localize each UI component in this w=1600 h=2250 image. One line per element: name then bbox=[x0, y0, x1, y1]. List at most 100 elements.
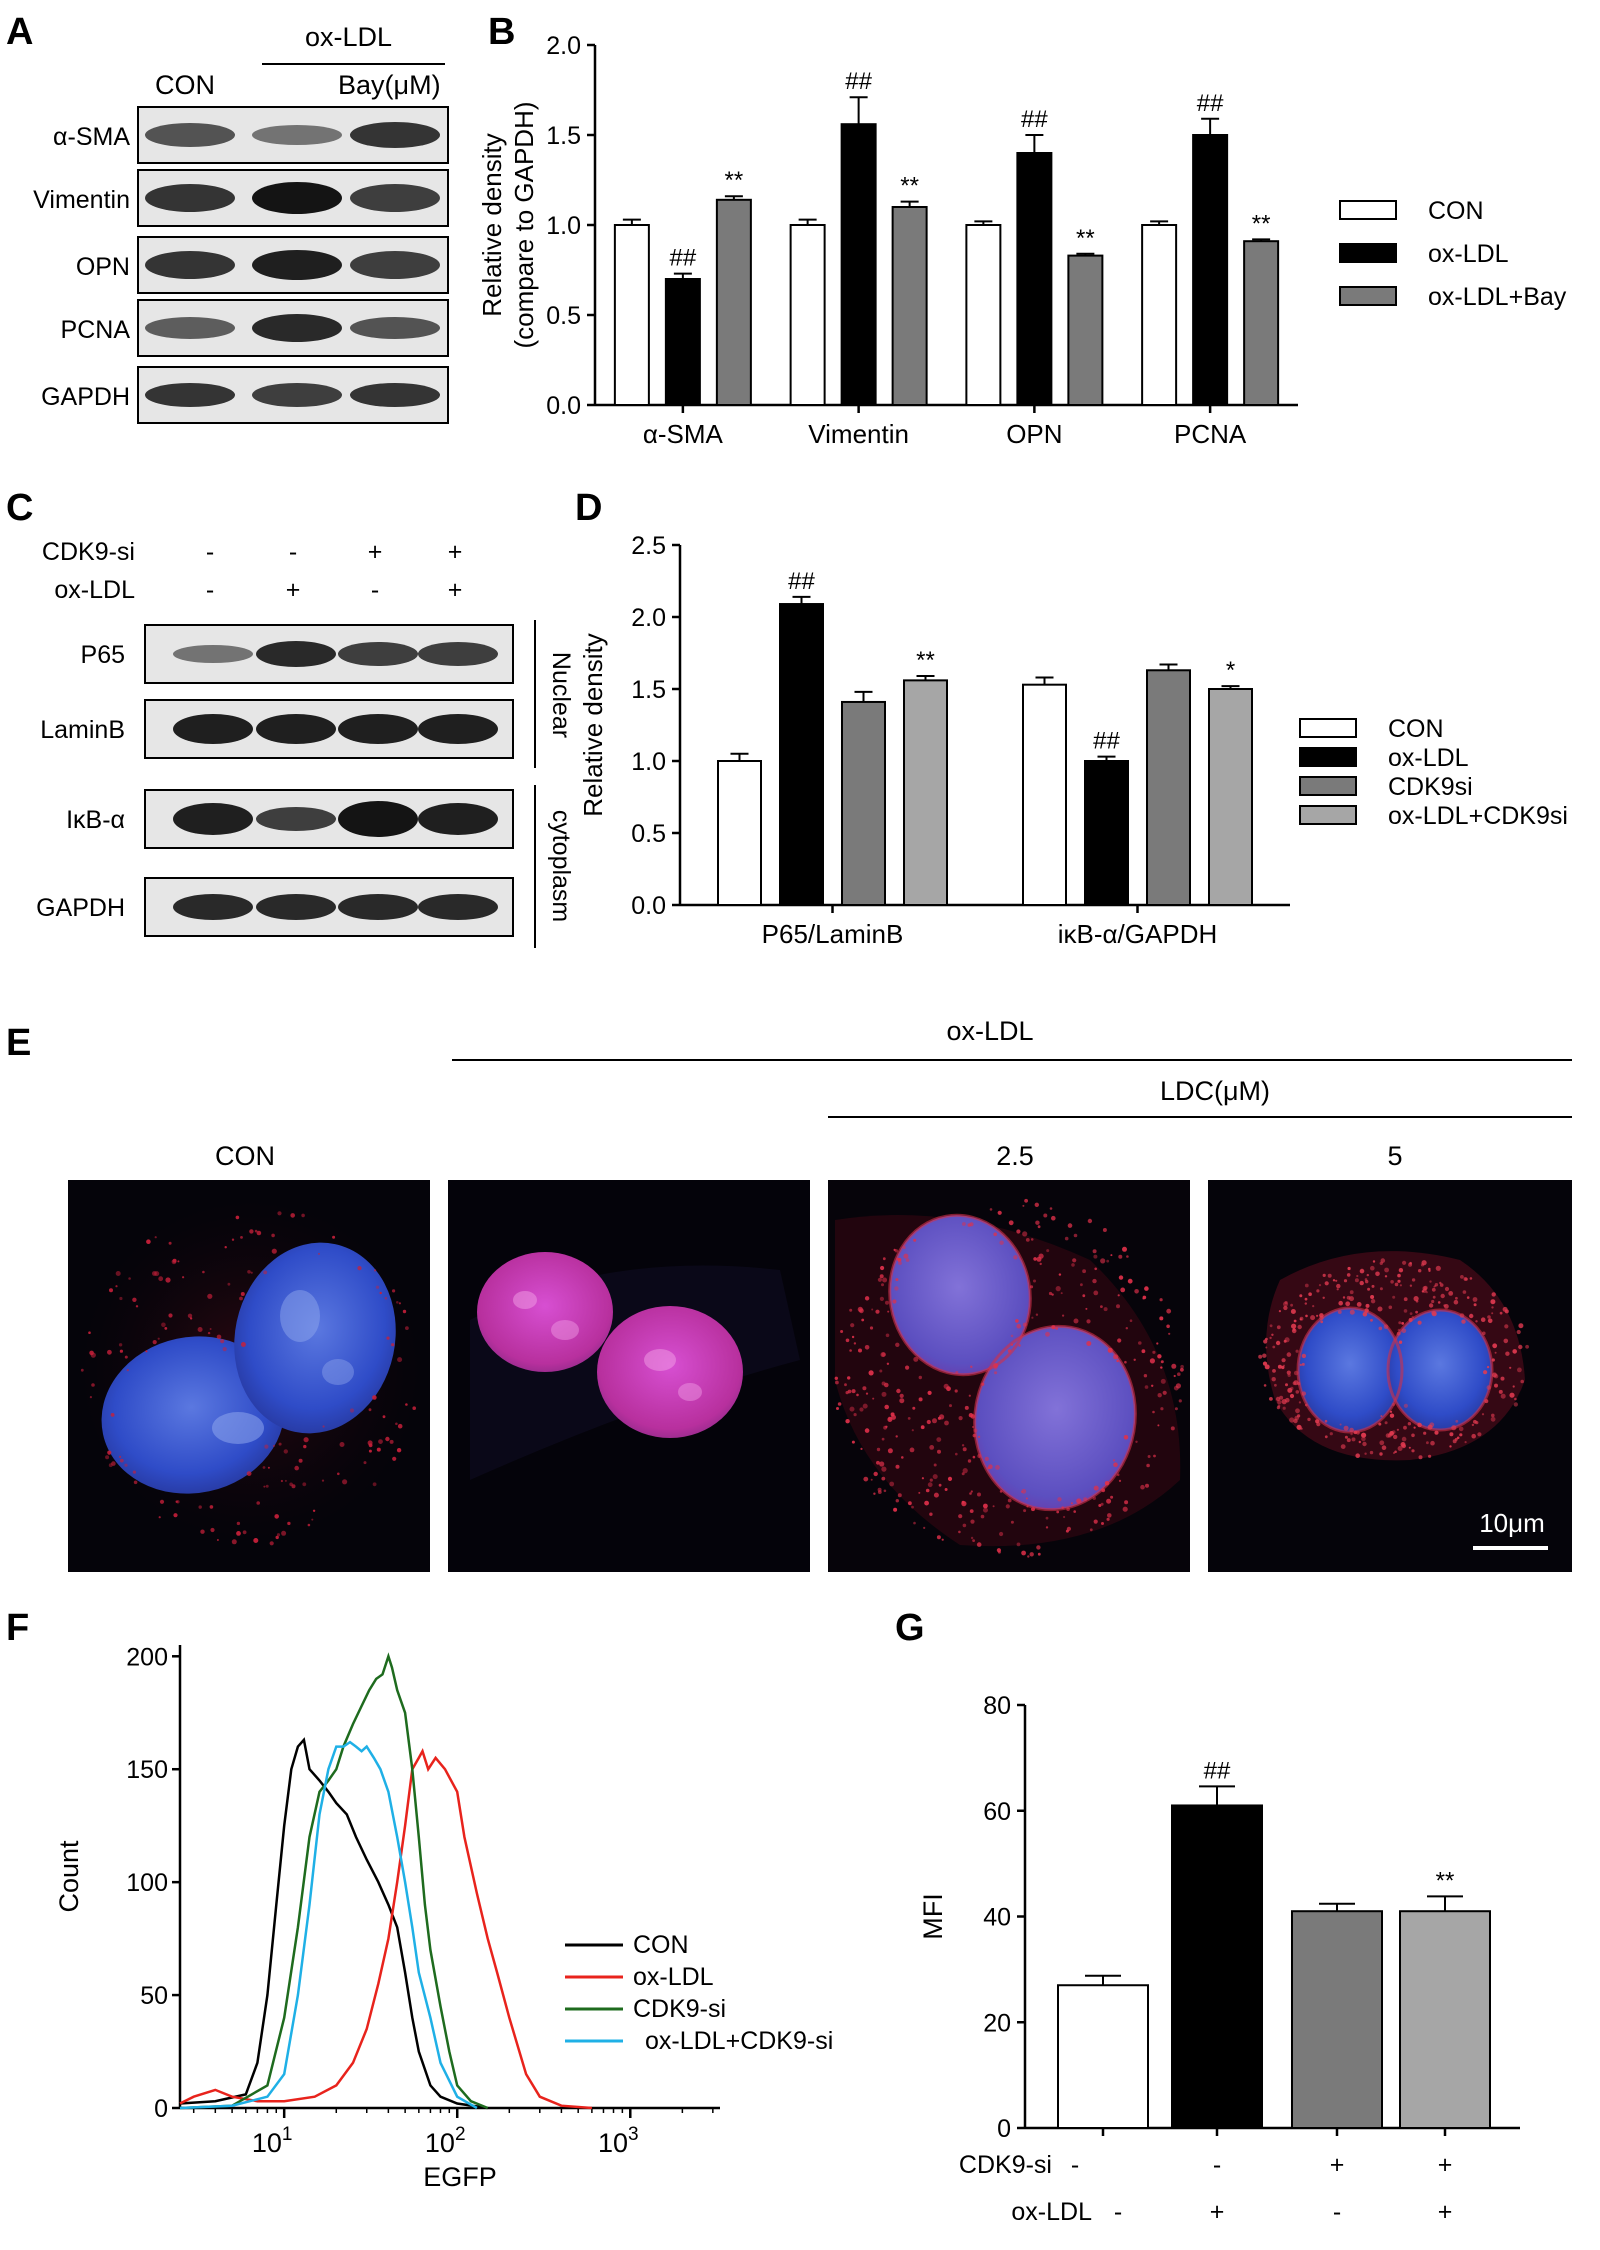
dots4-dot-163 bbox=[1518, 1344, 1523, 1350]
chart-d-ytick-label-5: 2.0 bbox=[631, 604, 666, 632]
dots4-dot-341 bbox=[1356, 1274, 1359, 1278]
dots3-dot-230 bbox=[881, 1437, 885, 1441]
dots4-dot-115 bbox=[1289, 1393, 1295, 1399]
dots3-dot-315 bbox=[969, 1492, 972, 1495]
micro-image-ldc-5: 10μm bbox=[1208, 1180, 1572, 1572]
dots4-dot-267 bbox=[1491, 1292, 1496, 1297]
dots4-dot-240 bbox=[1277, 1364, 1282, 1369]
dots3-dot-37 bbox=[1123, 1435, 1129, 1440]
dots1-dot-240 bbox=[115, 1285, 118, 1288]
dots4-dot-56 bbox=[1271, 1333, 1274, 1337]
chart-b-legend-swatch-2 bbox=[1339, 243, 1397, 263]
dots4-dot-122 bbox=[1487, 1315, 1491, 1319]
dots4-dot-358 bbox=[1379, 1440, 1385, 1446]
dots3-dot-65 bbox=[870, 1478, 873, 1481]
dots1-dot-180 bbox=[385, 1436, 390, 1442]
dots3-dot-282 bbox=[872, 1397, 875, 1400]
dots4-dot-152 bbox=[1418, 1455, 1423, 1460]
dots3-dot-356 bbox=[1037, 1552, 1041, 1556]
dots3-dot-456 bbox=[1048, 1291, 1053, 1296]
dots4-dot-110 bbox=[1337, 1310, 1342, 1314]
dots1-dot-73 bbox=[332, 1235, 336, 1239]
dots4-dot-349 bbox=[1349, 1290, 1354, 1295]
dots4-dot-22 bbox=[1322, 1273, 1326, 1277]
dots4-dot-90 bbox=[1384, 1421, 1388, 1425]
dots4-dot-408 bbox=[1343, 1279, 1348, 1283]
dots1-dot-69 bbox=[158, 1516, 161, 1519]
dots3-dot-411 bbox=[879, 1369, 883, 1373]
dots4-dot-223 bbox=[1295, 1349, 1299, 1353]
dots3-dot-295 bbox=[1113, 1462, 1118, 1467]
blot-c: CDK9-si - - + + ox-LDL - + - + P65 LaminB IκB-α GAPDH… bbox=[36, 538, 575, 948]
dots1-dot-255 bbox=[224, 1246, 227, 1249]
dots1-dot-22 bbox=[145, 1350, 148, 1353]
chart-b-xtick-label-4: PCNA bbox=[1174, 419, 1247, 449]
dots1-dot-118 bbox=[231, 1238, 235, 1241]
dots4-dot-332 bbox=[1320, 1320, 1324, 1324]
dots1-dot-252 bbox=[402, 1309, 407, 1314]
dots4-dot-316 bbox=[1300, 1427, 1303, 1430]
dots1-dot-32 bbox=[283, 1449, 288, 1454]
micro-image-con bbox=[68, 1180, 430, 1572]
dots1-dot-48 bbox=[119, 1296, 123, 1301]
dots3-dot-420 bbox=[836, 1407, 839, 1410]
chart-b-legend-swatch-3 bbox=[1339, 286, 1397, 306]
dots4-dot-119 bbox=[1296, 1424, 1302, 1430]
dots4-dot-320 bbox=[1452, 1439, 1457, 1444]
dots4-dot-244 bbox=[1358, 1440, 1362, 1444]
dots1-dot-244 bbox=[375, 1285, 380, 1289]
dots3-dot-160 bbox=[1062, 1314, 1065, 1317]
dots4-dot-125 bbox=[1513, 1402, 1519, 1407]
dots4-dot-355 bbox=[1361, 1432, 1367, 1438]
dots3-dot-68 bbox=[1138, 1341, 1142, 1345]
dots1-dot-72 bbox=[202, 1270, 205, 1274]
dots3-dot-472 bbox=[913, 1521, 916, 1525]
chart-b-ylabel-1: Relative density bbox=[477, 133, 507, 317]
dots3-dot-141 bbox=[886, 1362, 890, 1366]
dots4-dot-418 bbox=[1356, 1430, 1360, 1435]
dots3-dot-127 bbox=[993, 1363, 999, 1369]
dots4-dot-1 bbox=[1312, 1305, 1315, 1308]
dots4-dot-169 bbox=[1362, 1441, 1367, 1447]
blot-c-row-2 bbox=[144, 699, 514, 759]
chart-b-mark-2-3: ## bbox=[1021, 106, 1048, 133]
dots3-dot-409 bbox=[972, 1426, 974, 1428]
dots3-dot-241 bbox=[973, 1428, 978, 1433]
dots1-dot-70 bbox=[301, 1213, 305, 1218]
dots1-dot-54 bbox=[207, 1331, 211, 1335]
dots3-dot-179 bbox=[932, 1418, 937, 1424]
dots4-dot-99 bbox=[1492, 1343, 1498, 1349]
dots3-dot-270 bbox=[967, 1459, 972, 1463]
dots3-dot-375 bbox=[1122, 1246, 1127, 1252]
dots3-dot-331 bbox=[968, 1394, 971, 1397]
dots3-dot-272 bbox=[999, 1531, 1004, 1537]
dots3-dot-296 bbox=[908, 1501, 912, 1506]
dots1-dot-221 bbox=[256, 1501, 261, 1505]
dots4-dot-432 bbox=[1465, 1277, 1468, 1281]
dots1-dot-47 bbox=[235, 1215, 240, 1220]
dots4-dot-404 bbox=[1305, 1314, 1308, 1318]
dots4-dot-77 bbox=[1411, 1449, 1415, 1453]
dots4-dot-51 bbox=[1307, 1417, 1311, 1422]
dots3-dot-285 bbox=[1160, 1407, 1164, 1411]
chart-b-bar-3-1 bbox=[715, 198, 752, 406]
dots4-dot-206 bbox=[1370, 1318, 1373, 1322]
dots3-dot-57 bbox=[1080, 1283, 1083, 1287]
dots3-dot-92 bbox=[1051, 1215, 1056, 1221]
dots4-dot-391 bbox=[1482, 1331, 1486, 1336]
dots3-dot-353 bbox=[969, 1509, 974, 1513]
dots3-dot-158 bbox=[884, 1404, 889, 1410]
chart-d-ytick-label-6: 2.5 bbox=[631, 532, 666, 560]
dots3-dot-6 bbox=[936, 1437, 942, 1442]
micro-image-ldc-2-5-puncta bbox=[834, 1198, 1184, 1558]
dots4-dot-84 bbox=[1301, 1391, 1307, 1396]
dots3-dot-124 bbox=[944, 1420, 949, 1426]
blot-c-row-4-band-2 bbox=[256, 894, 336, 920]
dots3-dot-284 bbox=[926, 1419, 931, 1425]
dots3-dot-484 bbox=[1022, 1204, 1025, 1207]
dots4-dot-0 bbox=[1469, 1277, 1473, 1280]
dots1-dot-0 bbox=[374, 1269, 377, 1272]
dots3-dot-442 bbox=[970, 1365, 973, 1369]
dots1-dot-36 bbox=[386, 1336, 390, 1340]
